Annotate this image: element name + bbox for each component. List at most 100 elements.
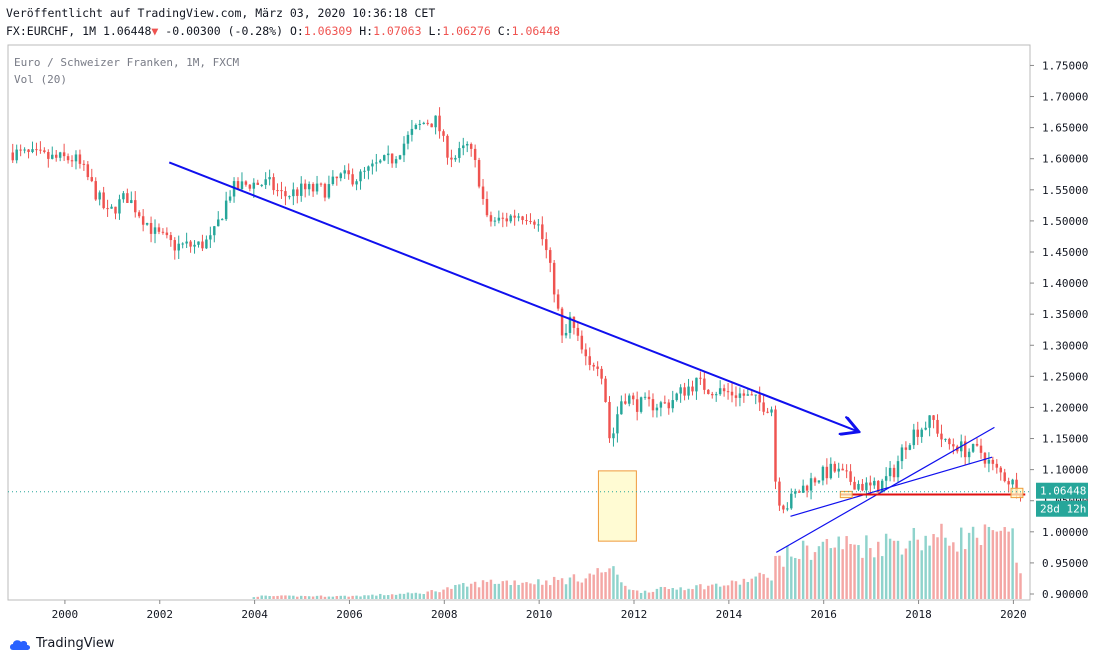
candle-body (687, 386, 690, 396)
x-tick-label: 2020 (1000, 608, 1027, 621)
candle-body (311, 183, 315, 192)
candle-body (770, 409, 773, 413)
candle-body (153, 227, 157, 234)
x-tick-label: 2000 (52, 608, 79, 621)
candle-body (588, 356, 591, 365)
candle-body (169, 235, 173, 241)
candle-body (517, 216, 520, 218)
candle-body (165, 232, 169, 236)
candle-body (513, 215, 516, 218)
candle-body (94, 181, 97, 200)
volume-bar (956, 551, 959, 599)
candle-body (201, 241, 204, 249)
candle-body (837, 468, 840, 472)
candle-body (114, 206, 117, 214)
candle-body (434, 115, 437, 128)
candle-body (971, 443, 975, 452)
volume-bar (746, 582, 750, 599)
candle-body (272, 177, 275, 191)
candle-body (126, 193, 129, 203)
volume-bar (971, 526, 975, 599)
trendline-arrow (168, 161, 857, 431)
time-axis[interactable]: 2000 2002 2004 2006 2008 2010 2012 2014 2016 2018… (52, 600, 1027, 621)
candle-body (821, 466, 825, 481)
volume-bar (786, 545, 789, 599)
volume-bar (580, 582, 584, 599)
volume-bar (679, 587, 682, 599)
volume-bar (1015, 562, 1018, 599)
candle-body (161, 231, 165, 233)
volume-bar (402, 593, 406, 599)
candle-body (35, 149, 38, 151)
candle-body (422, 122, 425, 124)
candles (11, 107, 1022, 514)
volume-bar (311, 596, 315, 599)
candle-body (430, 123, 433, 128)
candle-body (122, 193, 125, 200)
volume-bar (790, 556, 793, 599)
candle-body (493, 220, 497, 222)
volume-legend[interactable]: Vol (20) (14, 73, 67, 86)
volume-bar (335, 595, 339, 599)
candle-body (78, 154, 82, 164)
volume-bar (359, 596, 362, 599)
volume-bar (256, 596, 259, 599)
volume-bar (505, 580, 508, 599)
candle-body (446, 135, 449, 158)
candle-body (797, 491, 801, 493)
x-tick-label: 2002 (147, 608, 174, 621)
candle-body (181, 243, 184, 245)
candle-body (782, 505, 785, 510)
candle-body (592, 364, 595, 367)
volume-bar (948, 545, 951, 599)
bar-countdown: 28d 12h (1040, 503, 1086, 516)
candle-body (778, 481, 781, 506)
candle-body (916, 429, 919, 437)
candle-body (738, 393, 742, 398)
candle-body (861, 483, 864, 491)
volume-bar (995, 531, 999, 599)
volume-bar (675, 589, 678, 599)
y-tick-label: 1.70000 (1042, 91, 1088, 104)
candle-body (256, 182, 259, 185)
cloud-logo-icon (10, 639, 30, 650)
volume-bar (699, 584, 702, 599)
candle-body (817, 480, 821, 483)
candle-body (402, 143, 406, 156)
candle-body (742, 393, 746, 396)
candle-body (307, 183, 311, 190)
volume-bar (608, 568, 611, 599)
candle-body (477, 160, 481, 187)
volume-bar (284, 595, 287, 599)
candle-body (624, 401, 627, 404)
volume-bar (339, 595, 342, 599)
volume-bar (612, 566, 615, 599)
candle-body (141, 216, 145, 225)
brand-name: TradingView (36, 636, 115, 651)
plot-area[interactable] (7, 44, 1031, 601)
candle-body (833, 463, 836, 472)
volume-bar (596, 568, 599, 599)
volume-bar (920, 550, 923, 599)
price-chart[interactable]: 1.75000 1.70000 1.65000 1.60000 1.55000 1.500… (0, 0, 1100, 632)
candle-body (525, 220, 528, 222)
volume-bar (422, 594, 425, 599)
candle-body (383, 155, 386, 161)
volume-bar (367, 595, 370, 599)
volume-bar (730, 580, 734, 599)
candle-body (612, 433, 615, 439)
volume-bar (410, 593, 414, 599)
candle-body (940, 433, 943, 440)
volume-bar (888, 538, 892, 599)
candle-body (932, 415, 935, 420)
candle-body (608, 401, 611, 439)
volume-bar (778, 555, 781, 599)
trendline (790, 456, 993, 517)
x-tick-label: 2014 (716, 608, 743, 621)
price-tag: 1.06448 28d 12h (1036, 482, 1088, 517)
tradingview-brand[interactable]: TradingView (8, 636, 115, 651)
candle-body (450, 157, 453, 160)
volume-bar (414, 592, 418, 599)
instrument-legend[interactable]: Euro / Schweizer Franken, 1M, FXCM (14, 56, 240, 69)
price-axis[interactable]: 1.75000 1.70000 1.65000 1.60000 1.55000 1.500… (1030, 59, 1088, 601)
